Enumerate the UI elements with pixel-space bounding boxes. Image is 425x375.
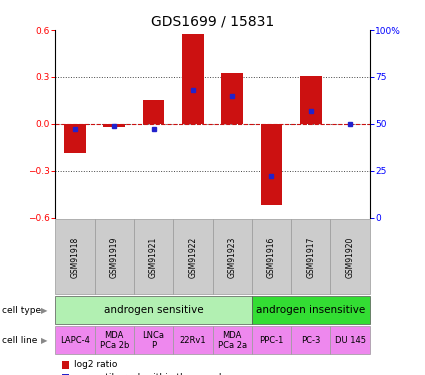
Text: GSM91922: GSM91922 [188,236,197,278]
Bar [291,219,331,294]
Text: log2 ratio: log2 ratio [74,360,117,369]
Bar [173,219,212,294]
Text: MDA
PCa 2a: MDA PCa 2a [218,331,247,350]
Bar [94,219,134,294]
Bar [173,326,212,354]
Text: GSM91919: GSM91919 [110,236,119,278]
Bar [300,76,322,124]
Bar [103,124,125,127]
Bar [212,219,252,294]
Text: GSM91920: GSM91920 [346,236,354,278]
Bar [182,34,204,124]
Text: LAPC-4: LAPC-4 [60,336,90,345]
Bar [252,296,370,324]
Text: cell type: cell type [2,306,41,315]
Bar [55,326,94,354]
Bar [64,124,86,153]
Text: percentile rank within the sample: percentile rank within the sample [74,374,227,375]
Text: GSM91918: GSM91918 [71,236,79,278]
Bar [94,326,134,354]
Bar [221,73,243,124]
Bar [62,361,69,369]
Title: GDS1699 / 15831: GDS1699 / 15831 [151,15,274,29]
Text: ▶: ▶ [41,336,48,345]
Text: ▶: ▶ [41,306,48,315]
Text: GSM91916: GSM91916 [267,236,276,278]
Bar [55,296,252,324]
Text: MDA
PCa 2b: MDA PCa 2b [99,331,129,350]
Bar [55,219,94,294]
Bar [134,219,173,294]
Text: PC-3: PC-3 [301,336,320,345]
Text: DU 145: DU 145 [334,336,366,345]
Text: androgen insensitive: androgen insensitive [256,305,366,315]
Bar [143,100,164,124]
Text: GSM91923: GSM91923 [228,236,237,278]
Bar [212,326,252,354]
Text: GSM91921: GSM91921 [149,236,158,278]
Bar [331,219,370,294]
Bar [261,124,282,205]
Bar [331,326,370,354]
Text: cell line: cell line [2,336,37,345]
Text: GSM91917: GSM91917 [306,236,315,278]
Text: androgen sensitive: androgen sensitive [104,305,203,315]
Text: PPC-1: PPC-1 [259,336,283,345]
Text: 22Rv1: 22Rv1 [179,336,206,345]
Bar [62,374,69,375]
Bar [134,326,173,354]
Bar [291,326,331,354]
Bar [252,219,291,294]
Text: LNCa
P: LNCa P [142,331,164,350]
Bar [252,326,291,354]
